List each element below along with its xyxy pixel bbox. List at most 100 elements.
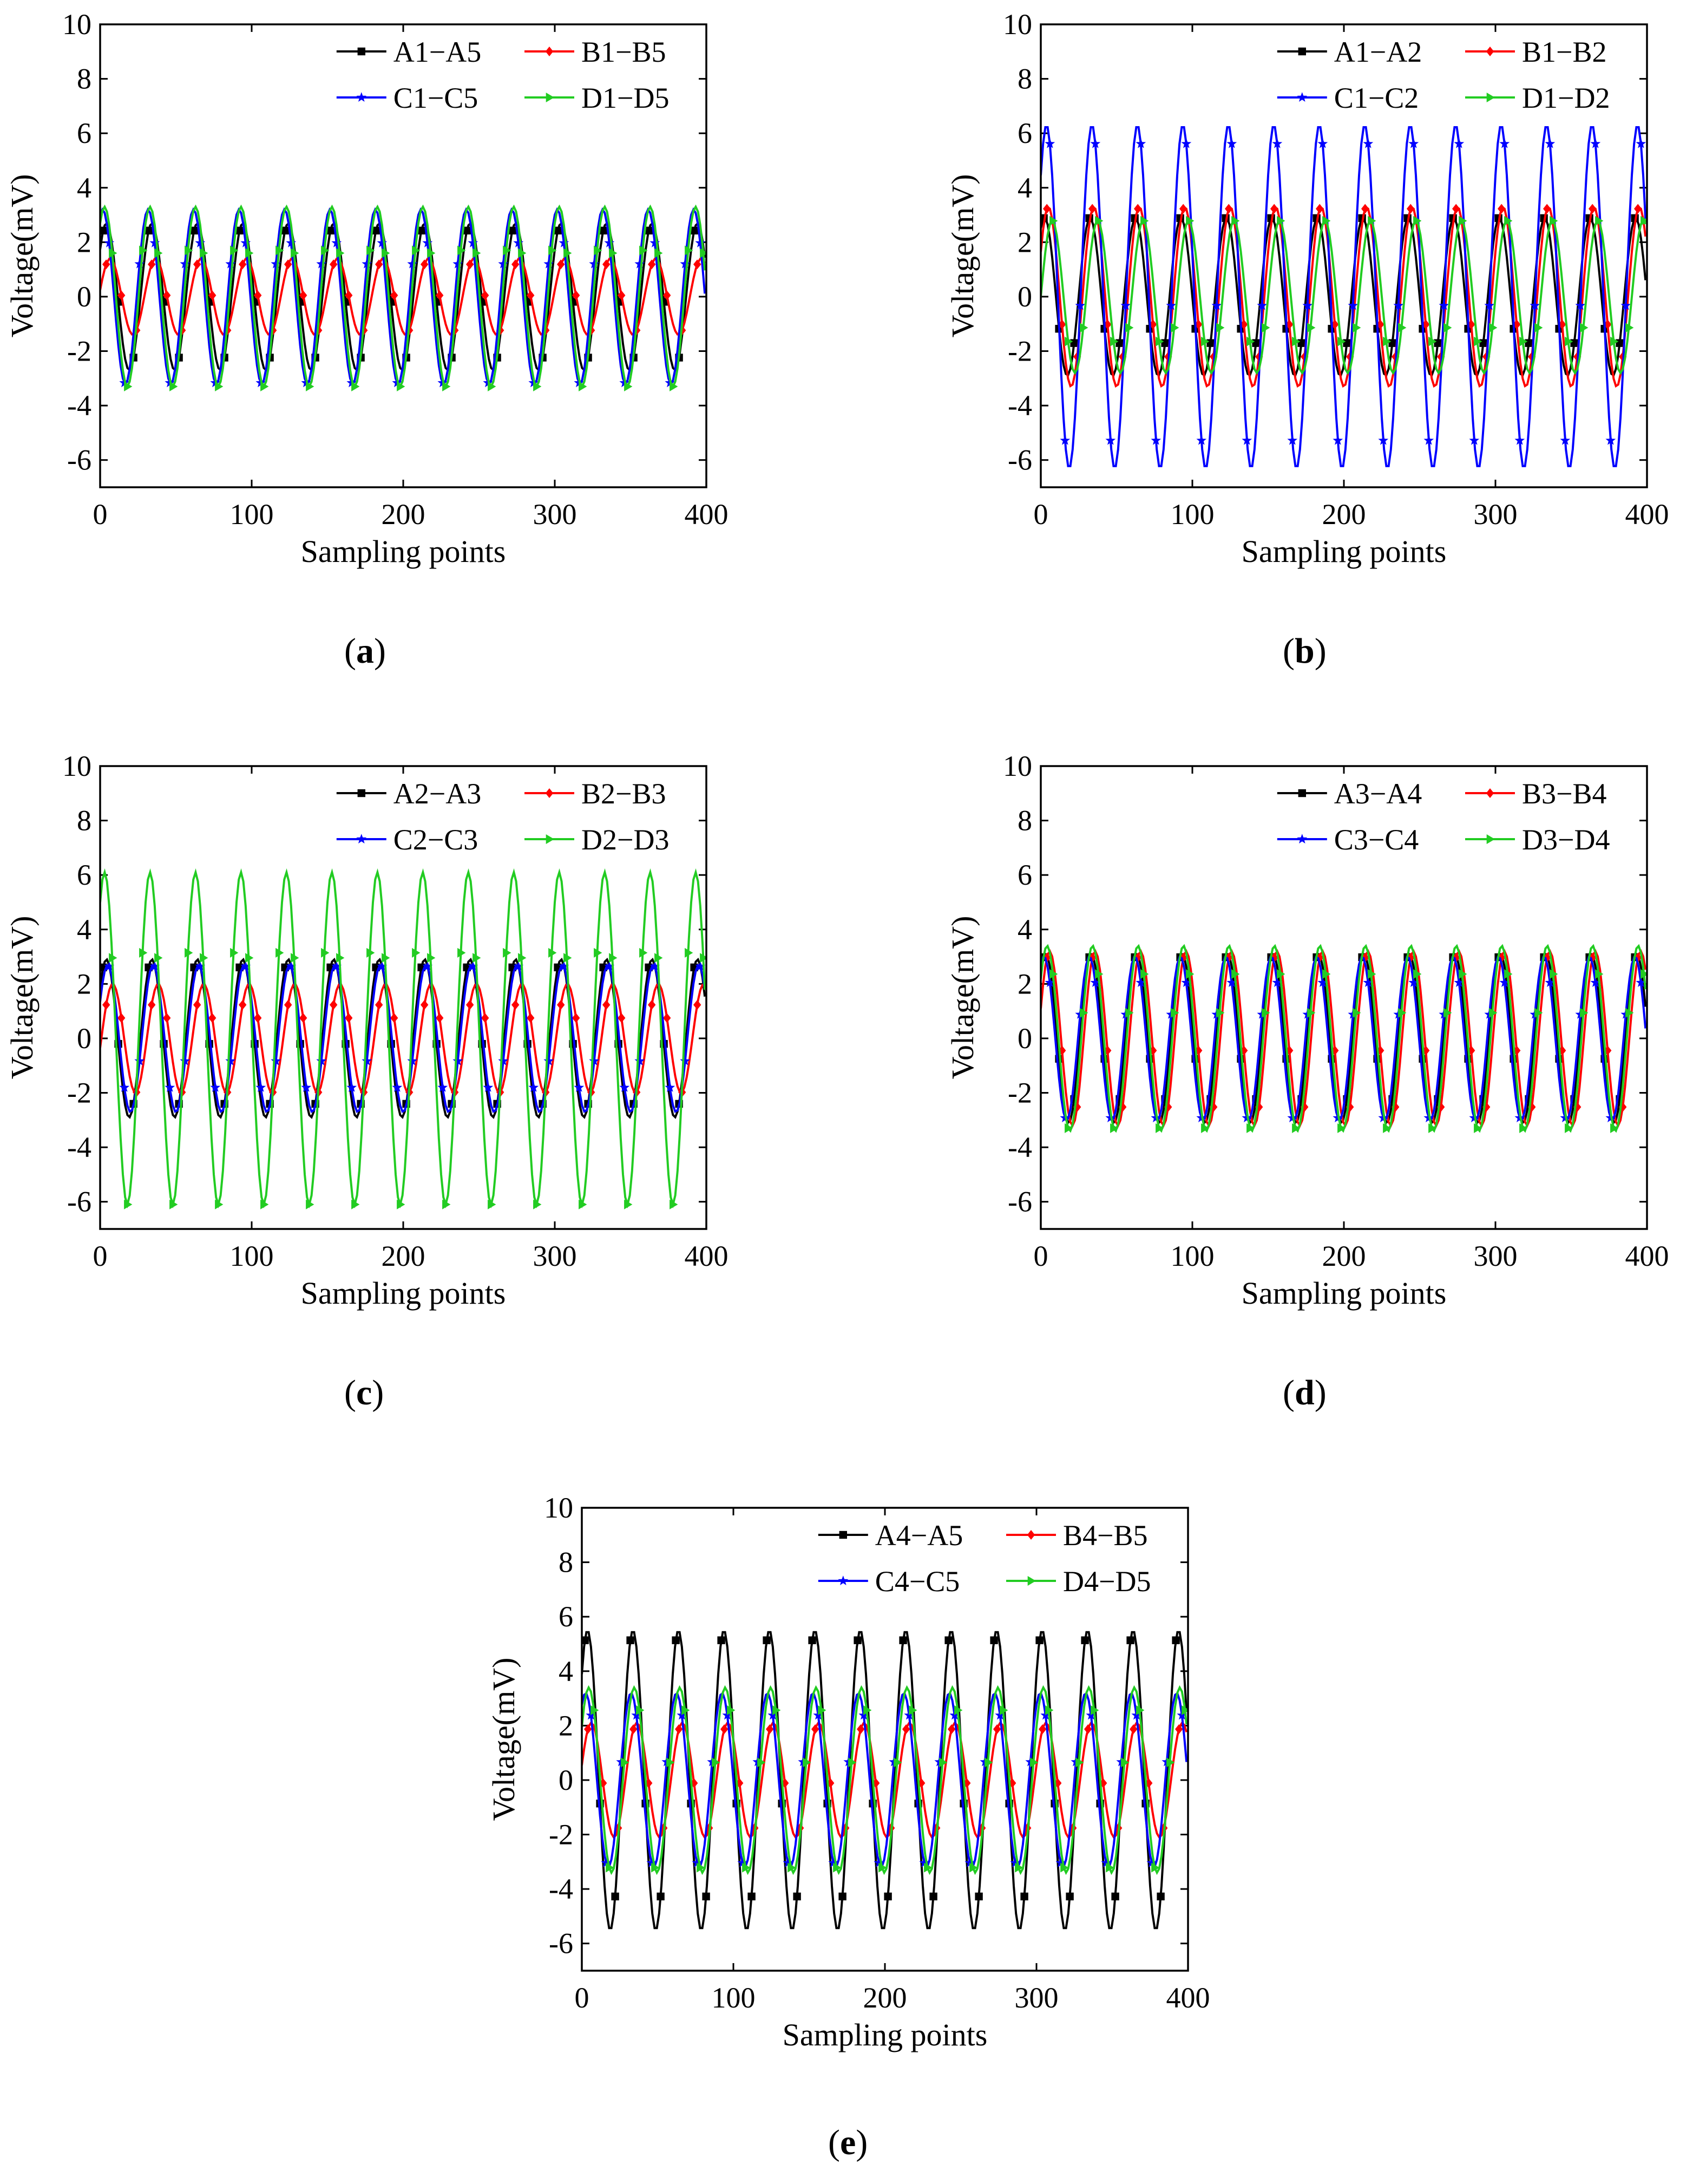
- x-tick-label-b-3: 300: [1474, 498, 1518, 531]
- legend-marker-d-3: [1486, 834, 1495, 844]
- series-marker-b-2-4: [1105, 435, 1116, 445]
- series-marker-a-3-32: [594, 245, 602, 256]
- series-marker-d-3-26: [1443, 1008, 1452, 1018]
- series-marker-b-2-10: [1196, 435, 1207, 445]
- series-marker-e-3-28: [1015, 1862, 1023, 1873]
- series-marker-c-3-31: [579, 1199, 587, 1209]
- series-marker-a-0-33: [599, 226, 607, 235]
- y-tick-label-e-0: -6: [549, 1927, 573, 1960]
- legend-marker-a-0: [357, 47, 365, 56]
- series-marker-a-3-2: [139, 245, 148, 256]
- series-marker-a-0-27: [508, 226, 516, 235]
- series-marker-b-0-29: [1479, 339, 1487, 347]
- legend-label-d-0: A3−A4: [1334, 777, 1422, 810]
- series-marker-b-0-38: [1616, 339, 1624, 347]
- series-marker-a-3-14: [321, 245, 330, 256]
- series-marker-a-3-19: [397, 381, 405, 391]
- series-marker-c-3-30: [563, 953, 572, 963]
- series-marker-b-3-31: [1519, 336, 1528, 346]
- y-tick-label-d-4: 2: [1018, 967, 1032, 1000]
- x-tick-label-c-3: 300: [533, 1240, 577, 1272]
- series-marker-d-3-14: [1262, 1008, 1270, 1018]
- series-marker-a-0-9: [235, 226, 244, 235]
- series-marker-a-2-3: [149, 238, 160, 247]
- series-marker-a-2-12: [286, 238, 297, 247]
- series-marker-a-1-33: [602, 259, 611, 270]
- series-marker-e-0-32: [1066, 1892, 1074, 1901]
- series-marker-d-1-24: [1407, 952, 1415, 963]
- series-group-c: [100, 868, 706, 1209]
- series-marker-c-1-25: [481, 1013, 489, 1023]
- series-marker-a-3-35: [639, 245, 648, 256]
- series-marker-b-0-14: [1252, 339, 1260, 347]
- series-marker-a-2-35: [634, 258, 645, 269]
- series-marker-d-3-7: [1156, 1123, 1164, 1133]
- legend-marker-e-2: [838, 1575, 849, 1585]
- series-marker-d-1-11: [1210, 1102, 1218, 1112]
- series-marker-a-1-18: [375, 259, 383, 270]
- series-marker-b-3-12: [1231, 215, 1240, 226]
- y-tick-label-a-5: 4: [77, 172, 91, 204]
- plot-frame-e: [581, 1507, 1189, 1972]
- series-marker-a-3-26: [503, 245, 511, 256]
- series-marker-c-3-0: [109, 953, 117, 963]
- series-marker-d-3-34: [1565, 1123, 1573, 1133]
- series-marker-e-0-38: [1157, 1892, 1165, 1901]
- x-tick-label-e-0: 0: [575, 1982, 589, 2014]
- series-marker-e-3-15: [818, 1705, 826, 1715]
- series-marker-e-3-6: [681, 1705, 690, 1715]
- series-marker-e-3-31: [1060, 1862, 1069, 1873]
- series-marker-e-1-18: [857, 1724, 865, 1734]
- y-axis-label-c: Voltage(mV): [4, 916, 40, 1080]
- series-marker-d-3-5: [1125, 1008, 1134, 1018]
- series-marker-c-2-9: [240, 961, 251, 971]
- x-tick-label-c-1: 100: [230, 1240, 274, 1272]
- series-marker-d-1-28: [1467, 1045, 1475, 1056]
- series-marker-b-2-30: [1499, 138, 1510, 148]
- series-marker-b-1-12: [1225, 204, 1233, 214]
- series-marker-a-2-18: [377, 238, 388, 247]
- y-tick-label-a-4: 2: [77, 226, 91, 258]
- series-marker-a-3-20: [412, 245, 421, 256]
- series-marker-a-3-3: [154, 248, 163, 258]
- series-marker-e-1-36: [1130, 1724, 1138, 1734]
- series-marker-d-3-20: [1353, 1008, 1361, 1018]
- series-marker-b-0-35: [1570, 339, 1578, 347]
- series-marker-d-1-8: [1164, 1102, 1172, 1112]
- series-marker-e-0-12: [763, 1636, 771, 1644]
- x-tick-label-e-2: 200: [863, 1982, 907, 2014]
- series-marker-b-3-15: [1277, 215, 1285, 226]
- legend-label-e-3: D4−D5: [1063, 1565, 1151, 1598]
- series-marker-b-3-17: [1307, 323, 1316, 333]
- series-marker-a-0-6: [190, 226, 198, 235]
- series-marker-c-1-15: [330, 1000, 338, 1010]
- series-marker-c-3-39: [700, 953, 706, 963]
- y-tick-label-c-5: 4: [77, 913, 91, 946]
- series-marker-b-1-24: [1407, 204, 1415, 214]
- series-marker-e-3-32: [1075, 1757, 1084, 1768]
- series-marker-d-1-20: [1346, 1102, 1354, 1112]
- series-marker-d-3-6: [1140, 969, 1149, 979]
- series-marker-c-3-4: [169, 1199, 178, 1209]
- series-marker-e-0-8: [702, 1892, 710, 1901]
- legend-marker-a-1: [545, 47, 554, 56]
- series-line-c-1: [100, 983, 705, 1094]
- legend-marker-b-2: [1297, 92, 1308, 102]
- series-marker-b-1-36: [1589, 204, 1597, 214]
- series-marker-b-1-30: [1498, 204, 1506, 214]
- series-marker-c-2-33: [604, 961, 615, 971]
- series-line-b-1: [1041, 205, 1647, 388]
- series-marker-a-1-19: [390, 290, 398, 300]
- series-marker-b-1-7: [1149, 319, 1157, 330]
- y-tick-label-e-6: 6: [559, 1600, 573, 1633]
- legend-label-d-1: B3−B4: [1522, 777, 1607, 810]
- series-marker-a-0-21: [417, 226, 425, 235]
- series-marker-d-1-23: [1392, 1102, 1400, 1112]
- x-tick-label-c-2: 200: [382, 1240, 425, 1272]
- series-marker-d-3-19: [1337, 1123, 1346, 1133]
- panel-e: -6 -4 -2 0 2 4 6 8 10 0 100 200 300 400 Sampling point…: [482, 1483, 1239, 2184]
- series-marker-e-0-23: [929, 1892, 937, 1901]
- series-marker-b-0-5: [1115, 339, 1124, 347]
